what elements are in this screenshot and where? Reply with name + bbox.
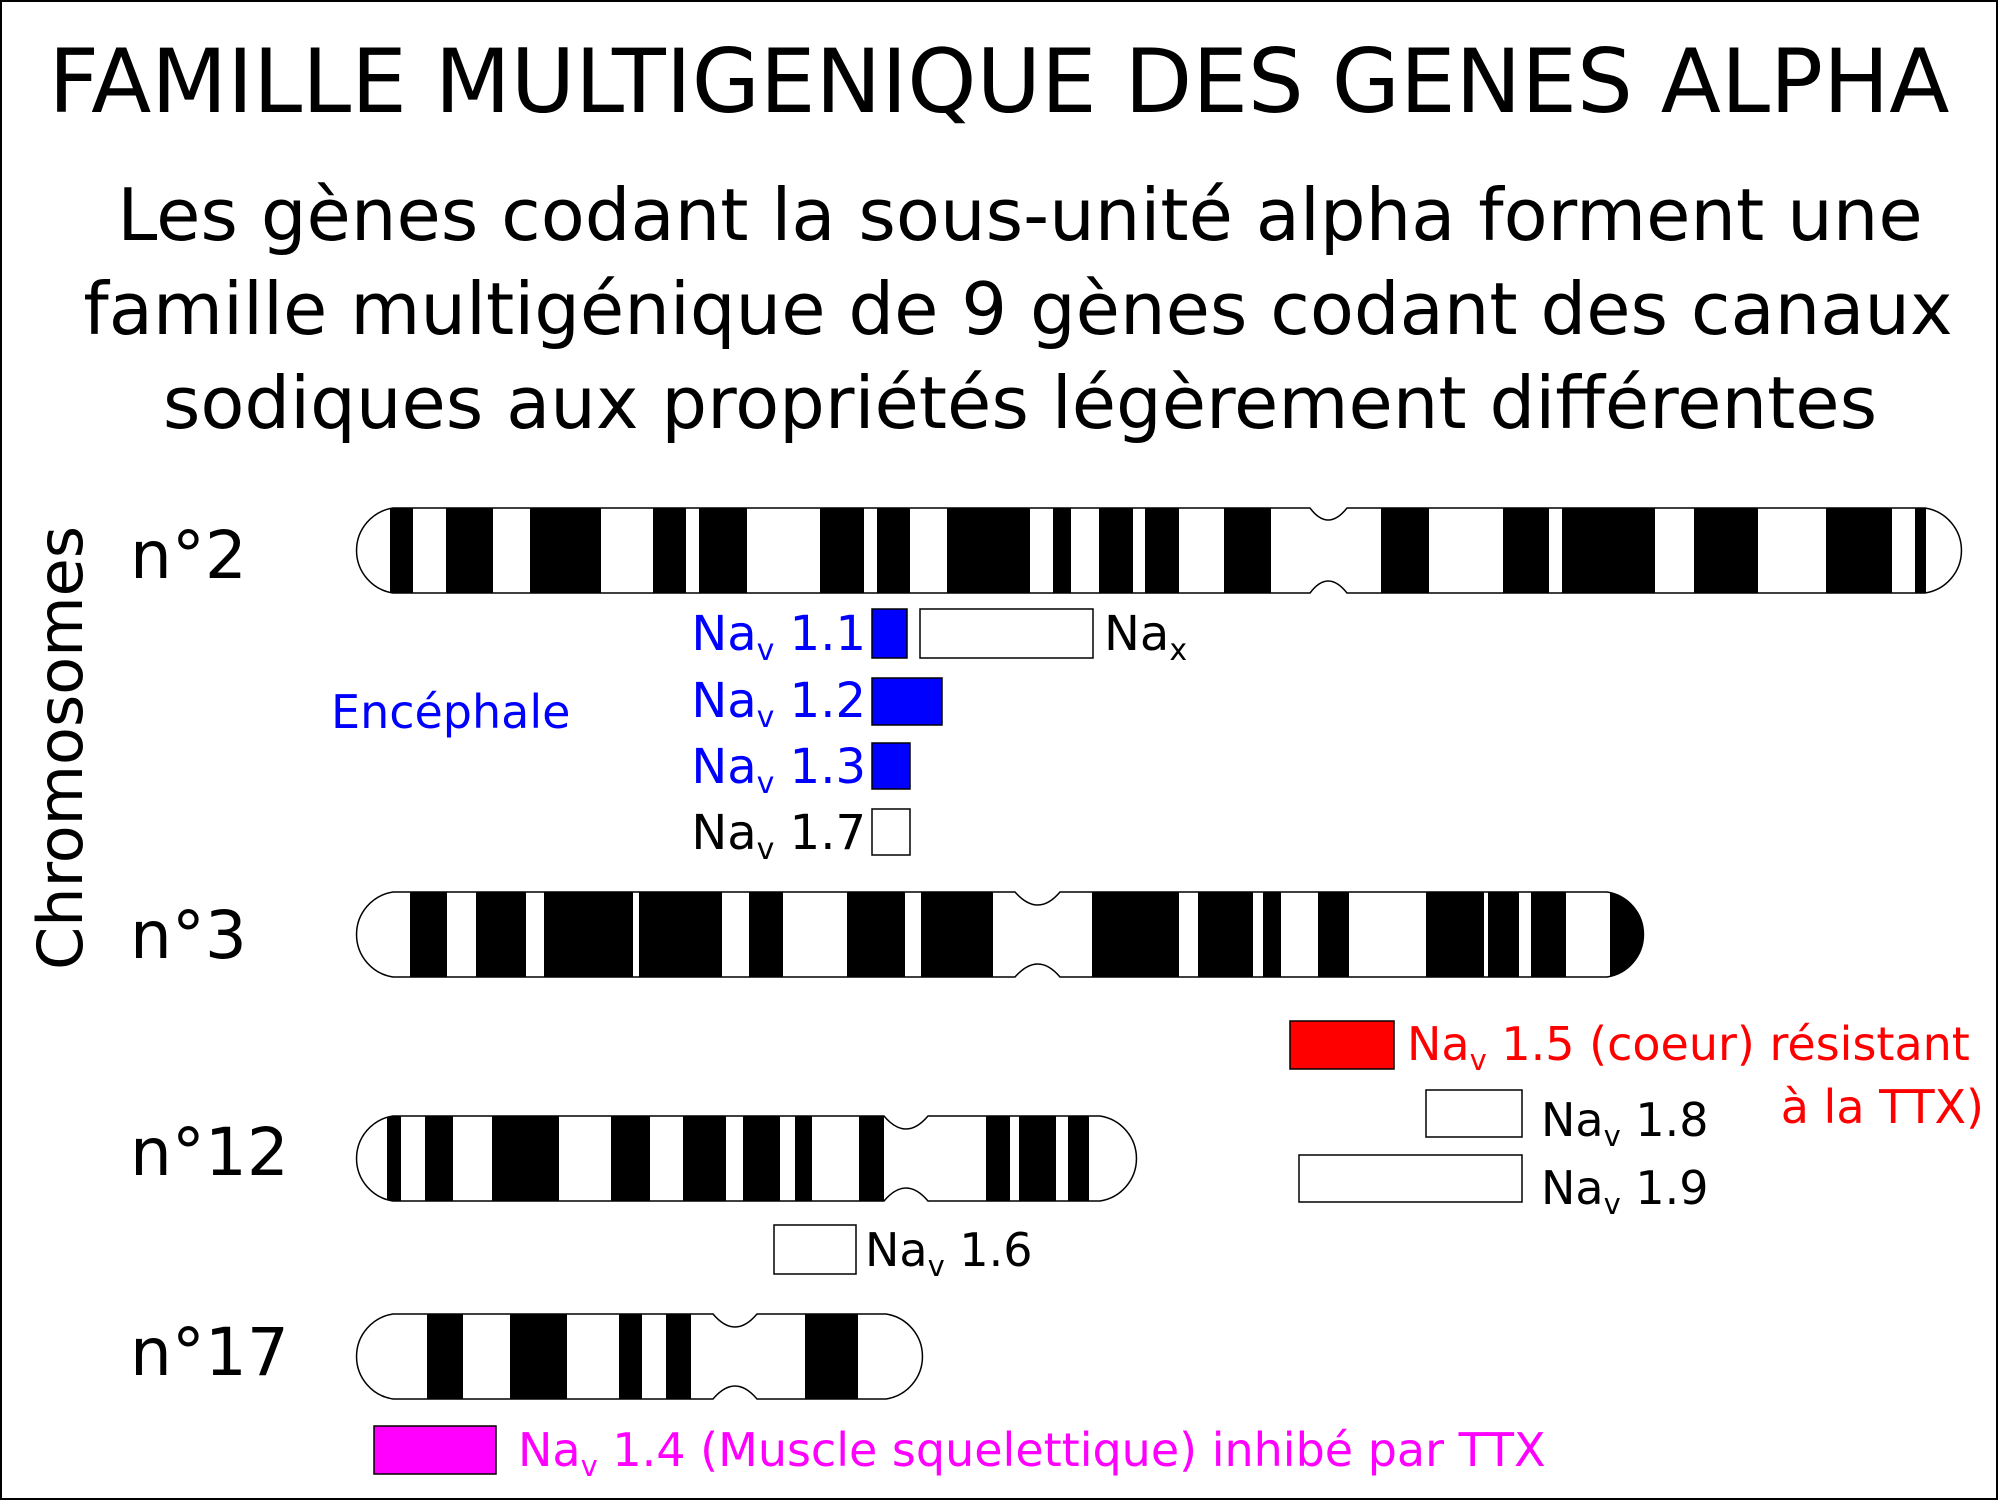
chr12-band [492,1116,559,1201]
chr2-band [1562,508,1655,593]
gene-box-nav13 [871,742,911,790]
chr2-band [1826,508,1892,593]
chr17-band [666,1314,691,1399]
chr12-outline [355,1115,1138,1202]
subtitle-line-1: Les gènes codant la sous-unité alpha for… [117,173,1922,257]
chromosome-label-17: n°17 [130,1314,289,1391]
chr2-band [699,508,747,593]
chr3-band [639,892,722,977]
chr12-band [1019,1116,1056,1201]
subtitle-line-2: famille multigénique de 9 gènes codant d… [83,267,1952,351]
encephale-label: Encéphale [331,685,570,739]
chr3-band [749,892,783,977]
diagram-title: FAMILLE MULTIGENIQUE DES GENES ALPHA [49,30,1950,133]
chromosomes-axis-label: Chromosomes [24,526,97,970]
gene-label-nav14: Nav 1.4 (Muscle squelettique) inhibé par… [518,1423,1546,1483]
gene-label-nav16: Nav 1.6 [865,1223,1033,1283]
chr2-band [1099,508,1133,593]
chr2-band [446,508,493,593]
gene-box-nav18 [1425,1089,1523,1138]
chr12-band [683,1116,726,1201]
gene-box-nav15 [1289,1020,1395,1070]
chr17-band [427,1314,463,1399]
chr2-band [877,508,910,593]
chromosome-label-12: n°12 [130,1114,289,1191]
gene-box-nav19 [1298,1154,1523,1203]
chr3-band [476,892,526,977]
chr12-band [425,1116,453,1201]
chr3-band [921,892,993,977]
chr3-band [410,892,447,977]
chr2-outline [355,507,1963,594]
chr2-band [530,508,601,593]
subtitle-line-3: sodiques aux propriétés légèrement diffé… [163,361,1877,445]
chr3-band [1263,892,1281,977]
gene-label-nax: Nax [1104,606,1187,668]
chr2-band [653,508,686,593]
chromosome-2 [355,507,1963,594]
chromosome-label-3: n°3 [130,897,247,974]
chr2-band [947,508,1030,593]
chr3-band [1198,892,1253,977]
chr12-band [1068,1116,1089,1201]
gene-label-nav11: Nav 1.1 [691,606,866,668]
gene-label-nav15: Nav 1.5 (coeur) résistant [1407,1017,1970,1077]
chr12-band [743,1116,780,1201]
chr2-band [390,508,413,593]
chr17-band [619,1314,642,1399]
chr12-band [387,1116,401,1201]
chr3-band [1092,892,1179,977]
gene-label-nav13: Nav 1.3 [691,739,866,801]
chr3-band [1426,892,1484,977]
gene-label-nav19: Nav 1.9 [1541,1161,1709,1221]
gene-label-nav18: Nav 1.8 [1541,1093,1709,1153]
chr3-band [1488,892,1519,977]
gene-label-nav17: Nav 1.7 [691,805,866,867]
gene-box-nav11 [871,608,908,659]
chromosome-17 [355,1313,924,1400]
chr12-band [611,1116,650,1201]
gene-label-nav12: Nav 1.2 [691,673,866,735]
chr12-band [986,1116,1010,1201]
chr3-band [616,892,633,977]
gene-box-nav14 [373,1425,497,1475]
chr2-band [1381,508,1429,593]
chr2-band [1053,508,1071,593]
chr3-band [847,892,905,977]
chr2-band [1224,508,1271,593]
chr17-band [805,1314,858,1399]
gene-box-nav16 [773,1224,857,1275]
chr12-band [859,1116,884,1201]
chr3-outline [355,891,1645,978]
chr2-band [1915,508,1926,593]
chr3-band [544,892,616,977]
chr2-band [1694,508,1758,593]
chromosome-3 [355,891,1645,978]
chr2-band [1503,508,1549,593]
chromosome-label-2: n°2 [130,517,247,594]
chr17-outline [355,1313,924,1400]
chr3-band [1318,892,1349,977]
chr17-band [510,1314,567,1399]
chr2-band [1145,508,1179,593]
gene-box-nav12 [871,677,943,726]
chr12-band [795,1116,812,1201]
gene-box-nav17 [871,808,911,856]
chr3-band [1531,892,1566,977]
chromosome-12 [355,1115,1138,1202]
chr2-band [820,508,864,593]
gene-box-nax [919,608,1094,659]
gene-label-nav15-line2: à la TTX) [1781,1080,1984,1134]
